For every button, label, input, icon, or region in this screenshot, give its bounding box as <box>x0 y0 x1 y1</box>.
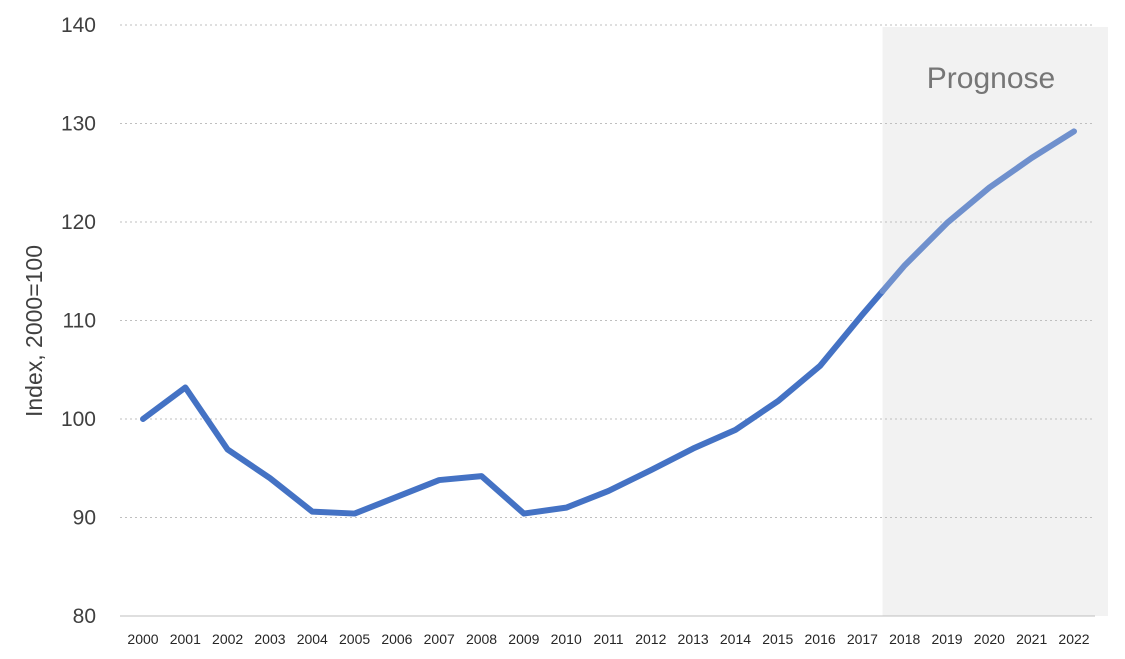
forecast-shading <box>882 27 1108 616</box>
x-tick-label: 2001 <box>170 631 201 647</box>
x-tick-label: 2008 <box>466 631 497 647</box>
y-tick-label: 100 <box>61 408 96 431</box>
y-tick-label: 120 <box>61 211 96 234</box>
y-tick-label: 90 <box>73 507 96 530</box>
x-tick-label: 2019 <box>931 631 962 647</box>
x-tick-label: 2002 <box>212 631 243 647</box>
x-tick-label: 2010 <box>551 631 582 647</box>
x-axis-ticks: 2000 2001 2002 2003 2004 2005 2006 2007 2008 2009… <box>127 631 1089 647</box>
series-line-forecast <box>879 128 1077 295</box>
x-tick-label: 2013 <box>678 631 709 647</box>
x-tick-label: 2000 <box>127 631 158 647</box>
x-tick-label: 2012 <box>635 631 666 647</box>
gridlines <box>120 24 1095 617</box>
forecast-label: Prognose <box>927 62 1055 95</box>
x-tick-label: 2017 <box>847 631 878 647</box>
x-tick-label: 2007 <box>424 631 455 647</box>
series-line <box>140 128 1077 517</box>
x-tick-label: 2003 <box>254 631 285 647</box>
x-tick-label: 2015 <box>762 631 793 647</box>
y-axis-ticks: 80 90 100 110 120 130 140 <box>61 14 96 628</box>
y-tick-label: 80 <box>73 605 96 628</box>
series-line-historical <box>140 288 886 517</box>
x-tick-label: 2016 <box>805 631 836 647</box>
x-tick-label: 2004 <box>297 631 328 647</box>
y-tick-label: 130 <box>61 113 96 136</box>
x-tick-label: 2005 <box>339 631 370 647</box>
x-tick-label: 2022 <box>1058 631 1089 647</box>
x-tick-label: 2021 <box>1016 631 1047 647</box>
x-tick-label: 2006 <box>381 631 412 647</box>
x-tick-label: 2020 <box>974 631 1005 647</box>
x-tick-label: 2011 <box>593 631 623 647</box>
y-tick-label: 140 <box>61 14 96 37</box>
x-tick-label: 2014 <box>720 631 751 647</box>
y-tick-label: 110 <box>63 310 96 333</box>
x-tick-label: 2018 <box>889 631 920 647</box>
x-tick-label: 2009 <box>508 631 539 647</box>
y-axis-label: Index, 2000=100 <box>21 245 47 417</box>
